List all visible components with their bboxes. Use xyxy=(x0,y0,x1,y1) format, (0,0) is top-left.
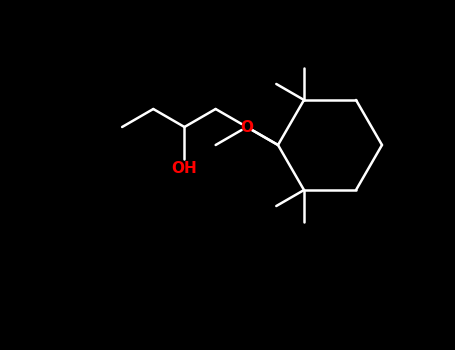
Text: OH: OH xyxy=(172,161,197,176)
Text: O: O xyxy=(240,119,253,134)
